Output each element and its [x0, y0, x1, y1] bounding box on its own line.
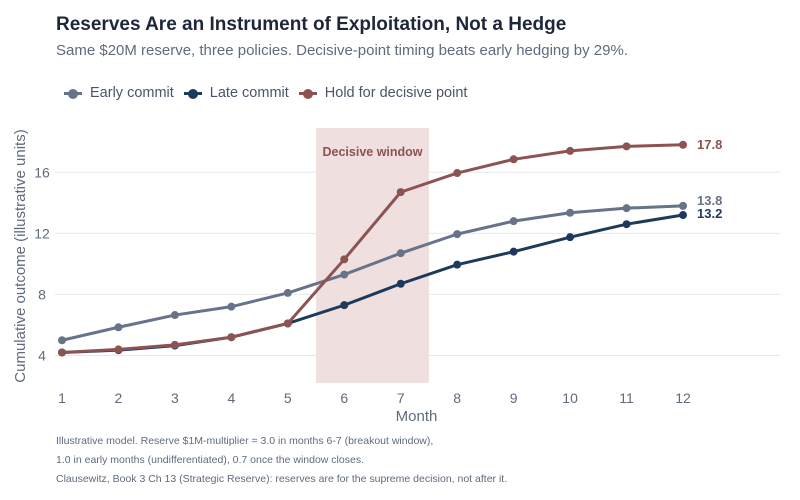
data-point-early-commit-8 — [453, 230, 462, 239]
data-point-hold-for-decisive-point-9 — [509, 155, 518, 164]
data-point-hold-for-decisive-point-4 — [227, 333, 236, 342]
data-point-hold-for-decisive-point-6 — [340, 255, 349, 264]
x-tick-label-3: 3 — [171, 390, 179, 406]
data-point-hold-for-decisive-point-1 — [58, 348, 66, 357]
data-point-hold-for-decisive-point-2 — [114, 345, 123, 354]
data-point-early-commit-1 — [58, 336, 66, 345]
y-tick-label-8: 8 — [38, 286, 46, 302]
x-tick-label-11: 11 — [619, 390, 634, 406]
x-tick-label-1: 1 — [58, 390, 66, 406]
x-tick-label-7: 7 — [397, 390, 405, 406]
y-tick-label-12: 12 — [34, 225, 50, 241]
x-tick-label-2: 2 — [115, 390, 123, 406]
data-point-hold-for-decisive-point-5 — [283, 319, 292, 328]
y-tick-label-4: 4 — [38, 348, 46, 364]
x-tick-label-4: 4 — [227, 390, 235, 406]
data-point-late-commit-12 — [679, 211, 687, 220]
decisive-window-label: Decisive window — [322, 145, 422, 159]
x-tick-label-10: 10 — [562, 390, 578, 406]
x-tick-label-5: 5 — [284, 390, 292, 406]
data-point-late-commit-11 — [622, 220, 631, 229]
data-point-late-commit-7 — [396, 279, 405, 288]
x-tick-label-12: 12 — [675, 390, 691, 406]
data-point-hold-for-decisive-point-8 — [453, 169, 462, 178]
y-axis-title: Cumulative outcome (illustrative units) — [12, 129, 29, 382]
legend-label-hold-for-decisive-point: Hold for decisive point — [324, 85, 468, 101]
legend-item-hold-for-decisive-point: Hold for decisive point — [298, 85, 468, 101]
series-line-hold-for-decisive-point — [60, 143, 685, 354]
x-tick-label-9: 9 — [510, 390, 518, 406]
chart-title: Reserves Are an Instrument of Exploitati… — [56, 14, 567, 35]
data-point-early-commit-10 — [566, 208, 575, 217]
data-point-early-commit-11 — [622, 204, 631, 213]
footnote-line-3: Clausewitz, Book 3 Ch 13 (Strategic Rese… — [56, 473, 508, 485]
footnote-line-1: Illustrative model. Reserve $1M-multipli… — [56, 435, 434, 447]
y-tick-label-16: 16 — [34, 164, 50, 180]
end-label-hold-for-decisive-point: 17.8 — [697, 137, 722, 152]
data-point-hold-for-decisive-point-7 — [396, 188, 405, 197]
data-point-hold-for-decisive-point-12 — [679, 140, 687, 149]
data-point-late-commit-8 — [453, 260, 462, 269]
end-label-early-commit: 13.8 — [697, 193, 722, 208]
x-tick-label-6: 6 — [340, 390, 348, 406]
footnote-line-2: 1.0 in early months (undifferentiated), … — [56, 454, 364, 466]
data-point-hold-for-decisive-point-3 — [170, 340, 179, 349]
legend-swatch-late-commit — [183, 87, 202, 99]
chart-subtitle: Same $20M reserve, three policies. Decis… — [56, 42, 628, 59]
legend-label-early-commit: Early commit — [90, 85, 174, 101]
data-point-early-commit-4 — [227, 302, 236, 311]
legend-label-late-commit: Late commit — [209, 85, 289, 101]
data-point-late-commit-10 — [566, 233, 575, 242]
data-point-hold-for-decisive-point-10 — [566, 146, 575, 155]
data-point-late-commit-6 — [340, 301, 349, 310]
data-point-early-commit-5 — [283, 288, 292, 297]
legend-item-early-commit: Early commit — [64, 85, 174, 101]
series-line-early-commit — [60, 204, 685, 342]
end-label-late-commit: 13.2 — [697, 206, 722, 221]
data-point-early-commit-3 — [170, 311, 179, 320]
data-point-hold-for-decisive-point-11 — [622, 142, 631, 151]
x-axis-title: Month — [396, 408, 438, 425]
legend-item-late-commit: Late commit — [183, 85, 289, 101]
x-tick-label-8: 8 — [453, 390, 461, 406]
decisive-window-band — [316, 128, 429, 383]
legend-swatch-hold-for-decisive-point — [298, 87, 317, 99]
data-point-early-commit-2 — [114, 323, 123, 332]
data-point-early-commit-6 — [340, 270, 349, 279]
data-point-early-commit-9 — [509, 217, 518, 226]
data-point-early-commit-7 — [396, 249, 405, 258]
chart-legend: Early commit Late commit Hold for decisi… — [64, 85, 477, 101]
data-point-late-commit-9 — [509, 247, 518, 256]
data-point-early-commit-12 — [679, 201, 687, 210]
legend-swatch-early-commit — [64, 87, 82, 99]
